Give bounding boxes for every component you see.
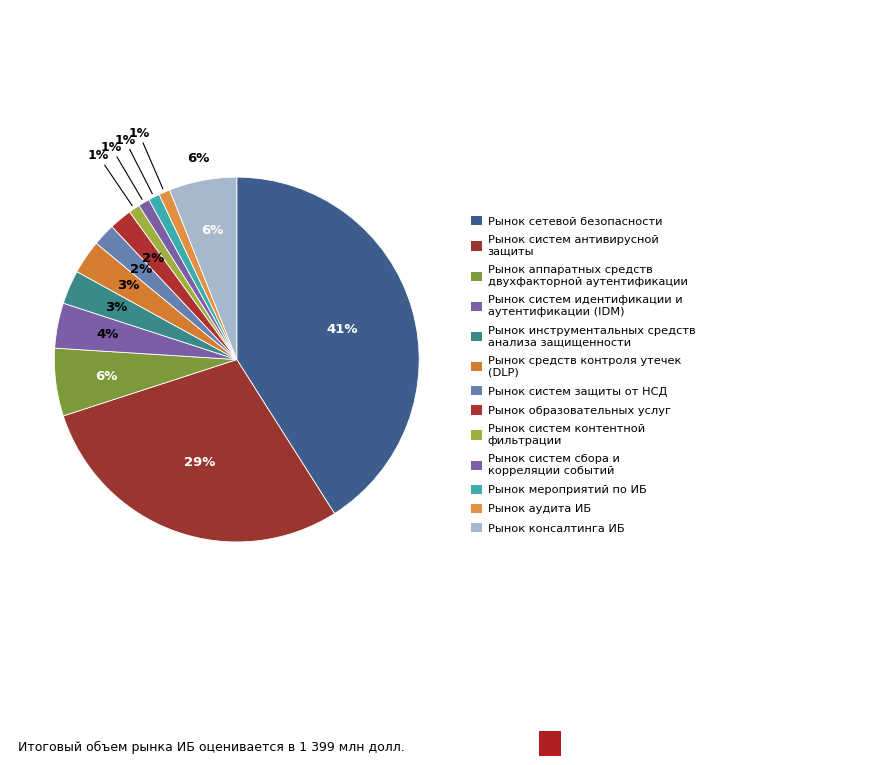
Wedge shape (237, 177, 419, 513)
Text: 1%: 1% (128, 127, 163, 189)
FancyBboxPatch shape (539, 731, 561, 756)
Wedge shape (96, 226, 237, 360)
Text: 3%: 3% (117, 279, 139, 292)
Text: 1%: 1% (101, 141, 142, 200)
Text: Итоговый объем рынка ИБ оценивается в 1 399 млн долл.: Итоговый объем рынка ИБ оценивается в 1 … (18, 741, 404, 754)
Wedge shape (169, 177, 237, 360)
Wedge shape (130, 206, 237, 360)
Wedge shape (139, 200, 237, 360)
Text: 3%: 3% (105, 301, 127, 314)
Text: 29%: 29% (184, 456, 216, 469)
Text: 1%: 1% (88, 149, 132, 206)
Text: 1%: 1% (114, 134, 153, 194)
Text: 2%: 2% (142, 252, 164, 265)
Text: 6%: 6% (96, 369, 118, 382)
Wedge shape (112, 212, 237, 360)
Text: 41%: 41% (326, 323, 358, 336)
Wedge shape (63, 272, 237, 360)
Text: 4%: 4% (96, 328, 119, 341)
Wedge shape (63, 360, 334, 542)
Wedge shape (149, 194, 237, 360)
Text: 6%: 6% (201, 224, 224, 237)
Text: 2%: 2% (130, 263, 153, 276)
Wedge shape (77, 243, 237, 360)
Wedge shape (159, 190, 237, 360)
Wedge shape (54, 348, 237, 416)
Wedge shape (54, 303, 237, 360)
Text: 6%: 6% (188, 152, 210, 165)
Legend: Рынок сетевой безопасности, Рынок систем антивирусной
защиты, Рынок аппаратных с: Рынок сетевой безопасности, Рынок систем… (470, 216, 695, 534)
